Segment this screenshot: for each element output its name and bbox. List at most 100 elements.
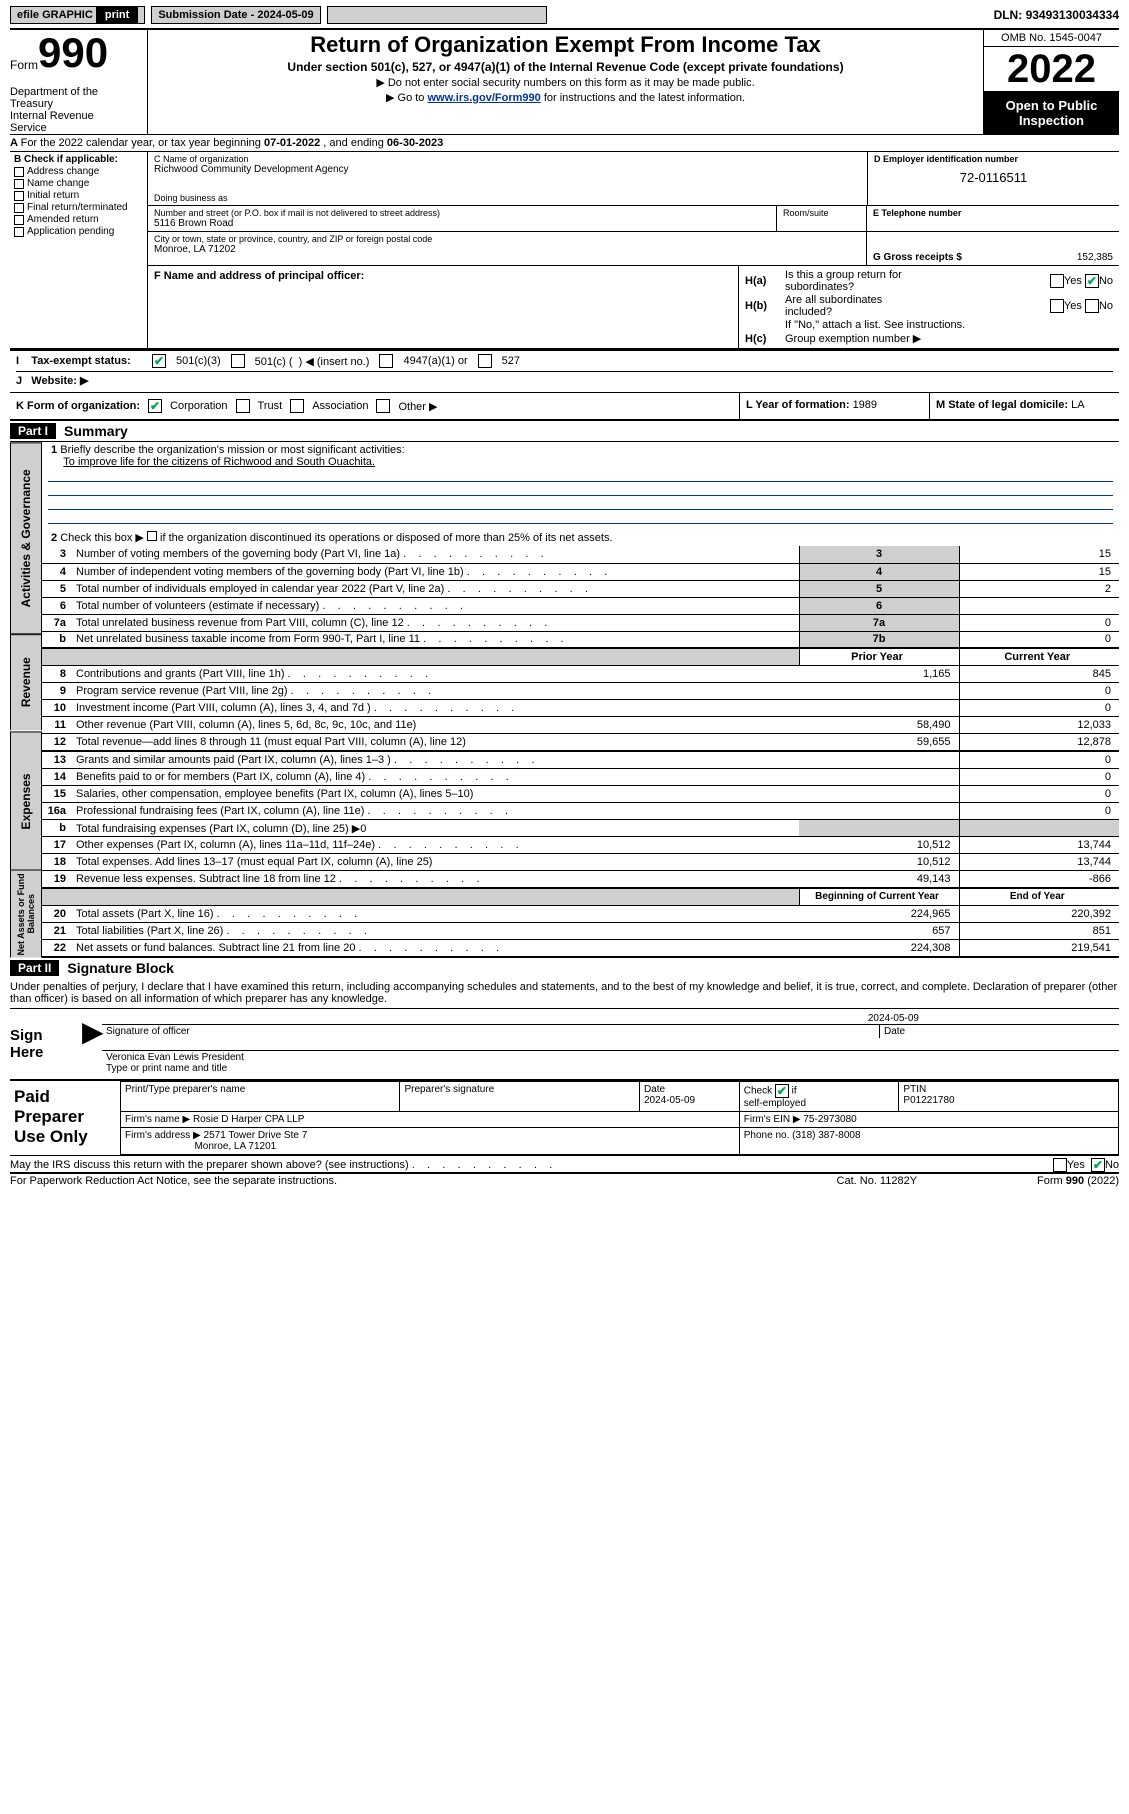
chk-trust[interactable]: [236, 399, 250, 413]
firm-phone: (318) 387-8008: [792, 1130, 860, 1141]
addr-cell: Number and street (or P.O. box if mail i…: [148, 206, 777, 231]
l12-v2: 12,878: [959, 734, 1119, 751]
ha-yes[interactable]: [1050, 274, 1064, 288]
chk-other[interactable]: [376, 399, 390, 413]
chk-amended[interactable]: [14, 215, 24, 225]
l7b-desc: Net unrelated business taxable income fr…: [72, 631, 799, 648]
l21-v1: 657: [799, 923, 959, 940]
discuss-q: May the IRS discuss this return with the…: [10, 1159, 552, 1171]
hb-no[interactable]: [1085, 299, 1099, 313]
vtab-netassets: Net Assets or Fund Balances: [10, 870, 42, 958]
prep-selfemp-cell: Check ✔ ifself-employed: [739, 1081, 899, 1111]
l18-desc: Total expenses. Add lines 13–17 (must eq…: [72, 854, 799, 871]
org-name: Richwood Community Development Agency: [154, 164, 861, 175]
l15-desc: Salaries, other compensation, employee b…: [72, 786, 799, 803]
opt-initial: Initial return: [27, 190, 79, 201]
chk-discontinued[interactable]: [147, 531, 157, 541]
prep-h2: Preparer's signature: [400, 1081, 640, 1111]
firm-phone-cell: Phone no. (318) 387-8008: [739, 1127, 1118, 1154]
hb-yes[interactable]: [1050, 299, 1064, 313]
l16b-v2: [959, 820, 1119, 837]
l19-v2: -866: [959, 871, 1119, 888]
l20-v2: 220,392: [959, 906, 1119, 923]
mission-block: 1 Briefly describe the organization's mi…: [42, 442, 1119, 546]
l5-val: 2: [959, 580, 1119, 597]
l21-v2: 851: [959, 923, 1119, 940]
l7a-box: 7a: [799, 614, 959, 631]
hdr-mid: Return of Organization Exempt From Incom…: [148, 30, 984, 134]
vtab-revenue: Revenue: [10, 634, 42, 730]
opt-app: Application pending: [27, 226, 114, 237]
submission-date: 2024-05-09: [257, 9, 313, 21]
l6-desc: Total number of volunteers (estimate if …: [72, 597, 799, 614]
pra-notice: For Paperwork Reduction Act Notice, see …: [10, 1175, 337, 1187]
form990-link[interactable]: www.irs.gov/Form990: [427, 92, 540, 104]
lines-na: Beginning of Current YearEnd of Year 20T…: [42, 889, 1119, 958]
chk-assoc[interactable]: [290, 399, 304, 413]
open-public: Open to PublicInspection: [984, 92, 1119, 134]
firm-addr2: Monroe, LA 71201: [194, 1141, 276, 1152]
page: efile GRAPHIC print Submission Date - 20…: [0, 0, 1129, 1197]
chk-501c3[interactable]: ✔: [152, 354, 166, 368]
l3-box: 3: [799, 546, 959, 563]
room-cell: Room/suite: [777, 206, 867, 231]
chk-address-change[interactable]: [14, 167, 24, 177]
chk-name-change[interactable]: [14, 179, 24, 189]
dba-label: Doing business as: [154, 193, 861, 203]
l5-desc: Total number of individuals employed in …: [72, 580, 799, 597]
opt-name: Name change: [27, 178, 89, 189]
part1-badge: Part I: [10, 423, 56, 439]
chk-501c[interactable]: [231, 354, 245, 368]
opt-corp: Corporation: [170, 400, 227, 412]
officer-name-cell: Veronica Evan Lewis PresidentType or pri…: [102, 1050, 1119, 1075]
box-b-label: B Check if applicable:: [14, 154, 143, 165]
officer-cell: F Name and address of principal officer:: [148, 266, 739, 348]
vtab-expenses: Expenses: [10, 731, 42, 870]
firm-addr-cell: Firm's address ▶ 2571 Tower Drive Ste 7 …: [121, 1127, 740, 1154]
firm-name-cell: Firm's name ▶ Rosie D Harper CPA LLP: [121, 1111, 740, 1127]
chk-corp[interactable]: ✔: [148, 399, 162, 413]
firm-addr: 2571 Tower Drive Ste 7: [204, 1130, 308, 1141]
l14-v2: 0: [959, 769, 1119, 786]
l3-val: 15: [959, 546, 1119, 563]
form-number: 990: [38, 34, 108, 72]
l-value: 1989: [853, 399, 877, 411]
prep-ptin-cell: PTINP01221780: [899, 1081, 1119, 1111]
hc-text: Group exemption number ▶: [785, 332, 1113, 345]
website-label: Website: ▶: [31, 375, 88, 387]
l4-val: 15: [959, 563, 1119, 580]
gross-cell: G Gross receipts $ 152,385: [867, 232, 1119, 266]
discuss-yes[interactable]: [1053, 1158, 1067, 1172]
chk-selfemp[interactable]: ✔: [775, 1084, 789, 1098]
chk-initial[interactable]: [14, 191, 24, 201]
discuss-no[interactable]: ✔: [1091, 1158, 1105, 1172]
l16b-desc: Total fundraising expenses (Part IX, col…: [72, 820, 799, 837]
opt-address: Address change: [27, 166, 99, 177]
chk-final[interactable]: [14, 203, 24, 213]
l12-desc: Total revenue—add lines 8 through 11 (mu…: [72, 734, 799, 751]
colhdr-prior: Prior Year: [799, 648, 959, 665]
lines-8-12: 8Contributions and grants (Part VIII, li…: [42, 666, 1119, 752]
prep-ptin: P01221780: [903, 1095, 954, 1106]
sign-arrow-icon: ▶: [82, 1009, 102, 1079]
na-col1: Beginning of Current Year: [799, 889, 959, 906]
print-button[interactable]: print: [96, 7, 138, 23]
l8-desc: Contributions and grants (Part VIII, lin…: [72, 666, 799, 683]
ha-no[interactable]: ✔: [1085, 274, 1099, 288]
discuss-row: May the IRS discuss this return with the…: [10, 1156, 1119, 1172]
prep-date: 2024-05-09: [644, 1095, 695, 1106]
opt-4947: 4947(a)(1) or: [403, 355, 467, 367]
chk-4947[interactable]: [379, 354, 393, 368]
form-subtitle: Under section 501(c), 527, or 4947(a)(1)…: [152, 60, 979, 74]
l12-v1: 59,655: [799, 734, 959, 751]
l3-desc: Number of voting members of the governin…: [72, 546, 799, 563]
sig-date-label: Date: [879, 1024, 1119, 1038]
l21-desc: Total liabilities (Part X, line 26): [72, 923, 799, 940]
chk-527[interactable]: [478, 354, 492, 368]
l22-v1: 224,308: [799, 940, 959, 957]
opt-assoc: Association: [312, 400, 368, 412]
chk-app-pending[interactable]: [14, 227, 24, 237]
firm-label: Firm's name ▶: [125, 1114, 193, 1125]
row-a-mid: , and ending: [320, 137, 387, 149]
form-ref: Form 990 (2022): [1037, 1175, 1119, 1187]
